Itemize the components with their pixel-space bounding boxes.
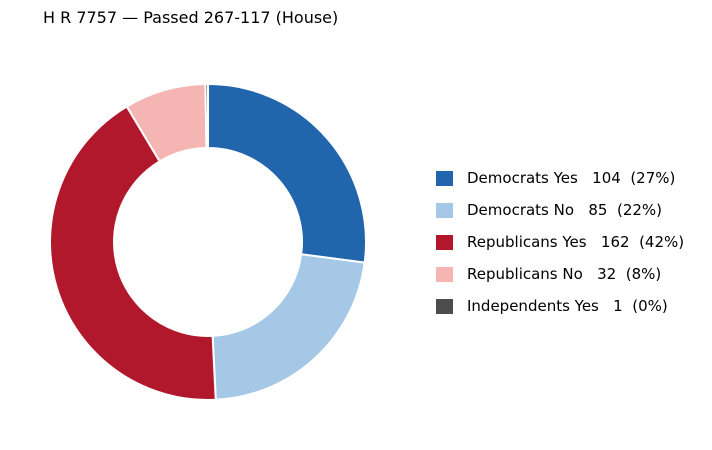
- legend-label: Democrats No 85 (22%): [467, 201, 663, 219]
- legend: Democrats Yes 104 (27%) Democrats No 85 …: [436, 168, 684, 328]
- legend-label: Republicans Yes 162 (42%): [467, 233, 685, 251]
- legend-swatch: [436, 234, 453, 250]
- legend-swatch: [436, 170, 453, 186]
- legend-item: Independents Yes 1 (0%): [436, 296, 684, 316]
- legend-item: Democrats Yes 104 (27%): [436, 168, 684, 188]
- donut-slice-republicans-yes: [49, 105, 217, 401]
- donut-slice-independents-yes: [204, 82, 209, 150]
- donut-slice-democrats-no: [211, 253, 366, 401]
- legend-item: Democrats No 85 (22%): [436, 200, 684, 220]
- donut-slice-democrats-yes: [207, 83, 367, 264]
- donut-slices: [49, 82, 367, 401]
- legend-label: Republicans No 32 (8%): [467, 265, 662, 283]
- legend-swatch: [436, 202, 453, 218]
- legend-label: Democrats Yes 104 (27%): [467, 169, 676, 187]
- legend-swatch: [436, 298, 453, 314]
- legend-label: Independents Yes 1 (0%): [467, 297, 668, 315]
- legend-item: Republicans No 32 (8%): [436, 264, 684, 284]
- legend-swatch: [436, 266, 453, 282]
- chart-title: H R 7757 — Passed 267-117 (House): [43, 8, 339, 27]
- legend-item: Republicans Yes 162 (42%): [436, 232, 684, 252]
